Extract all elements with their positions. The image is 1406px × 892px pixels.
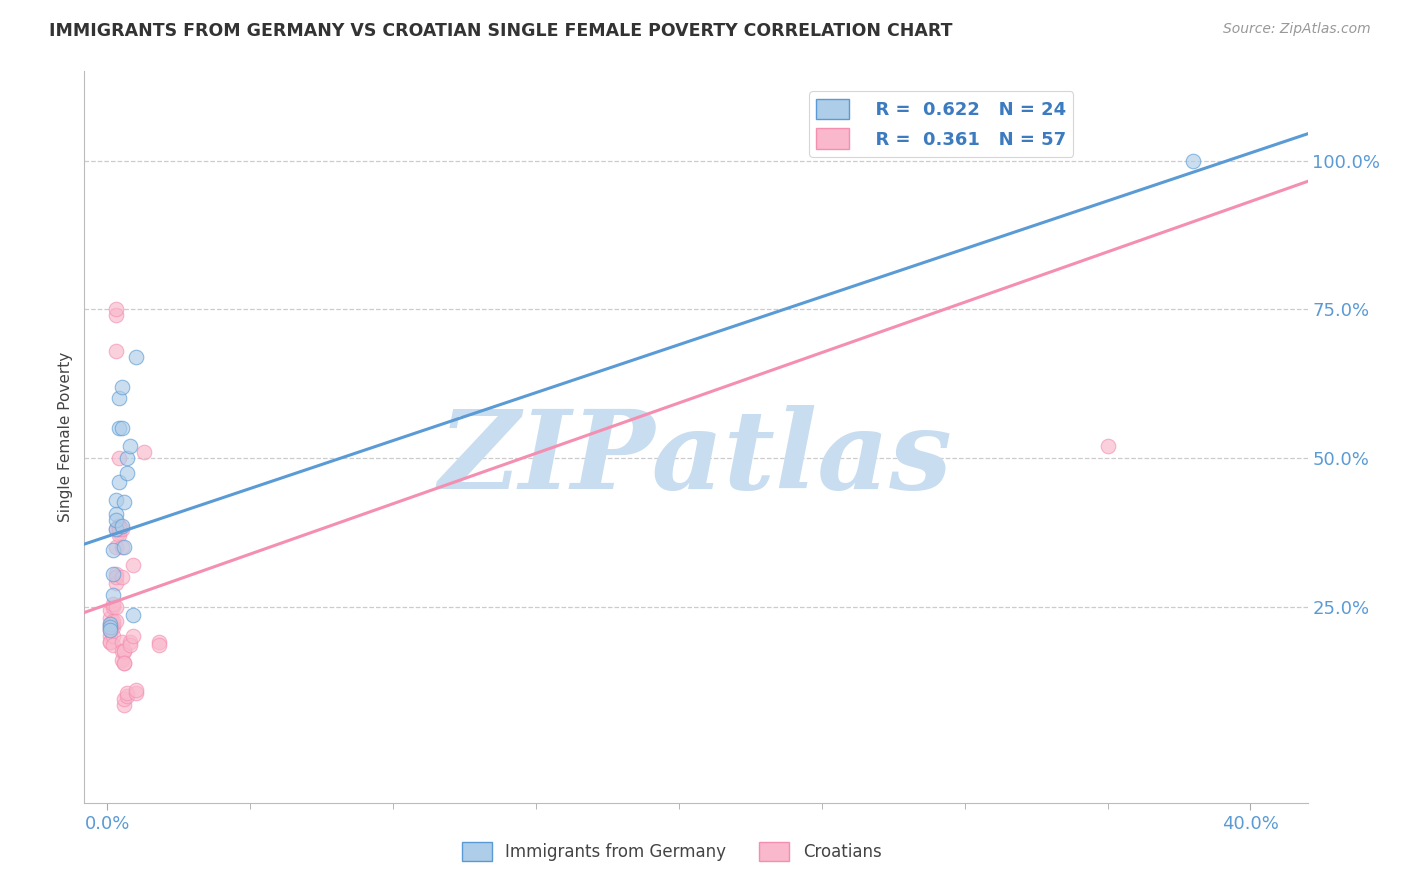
Point <box>1182 153 1205 168</box>
Point <box>104 615 127 629</box>
Point <box>112 644 135 658</box>
Point <box>101 599 124 614</box>
Point <box>110 653 132 667</box>
Point <box>104 513 127 527</box>
Point <box>112 644 135 658</box>
Point <box>115 466 138 480</box>
Point <box>104 308 127 322</box>
Point <box>125 682 148 697</box>
Point <box>101 629 124 643</box>
Point <box>110 421 132 435</box>
Point <box>107 528 129 542</box>
Point <box>101 638 124 652</box>
Point <box>104 540 127 554</box>
Y-axis label: Single Female Poverty: Single Female Poverty <box>58 352 73 522</box>
Point <box>107 475 129 489</box>
Point <box>101 615 124 629</box>
Point <box>115 686 138 700</box>
Point <box>101 597 124 611</box>
Point <box>107 525 129 540</box>
Point <box>104 302 127 317</box>
Point <box>104 522 127 536</box>
Point <box>98 602 121 616</box>
Point <box>148 638 170 652</box>
Point <box>112 656 135 670</box>
Point <box>112 540 135 554</box>
Point <box>1097 439 1119 453</box>
Point <box>104 566 127 581</box>
Point <box>115 450 138 465</box>
Point <box>104 522 127 536</box>
Point <box>107 519 129 533</box>
Point <box>98 635 121 649</box>
Point <box>110 522 132 536</box>
Point <box>112 691 135 706</box>
Point <box>122 608 145 623</box>
Point <box>107 522 129 536</box>
Point <box>125 350 148 364</box>
Point <box>101 617 124 632</box>
Point <box>98 620 121 634</box>
Point <box>110 540 132 554</box>
Point <box>104 492 127 507</box>
Point <box>98 629 121 643</box>
Point <box>98 620 121 634</box>
Point <box>122 629 145 643</box>
Point <box>107 519 129 533</box>
Point <box>101 566 124 581</box>
Point <box>104 343 127 358</box>
Point <box>98 624 121 638</box>
Point <box>107 421 129 435</box>
Point <box>98 624 121 638</box>
Point <box>110 570 132 584</box>
Point <box>107 519 129 533</box>
Text: Source: ZipAtlas.com: Source: ZipAtlas.com <box>1223 22 1371 37</box>
Point <box>104 575 127 590</box>
Point <box>110 519 132 533</box>
Point <box>120 635 142 649</box>
Point <box>112 656 135 670</box>
Point <box>104 508 127 522</box>
Point <box>98 611 121 625</box>
Point <box>115 689 138 703</box>
Point <box>120 638 142 652</box>
Point <box>110 635 132 649</box>
Point <box>107 522 129 536</box>
Point <box>101 588 124 602</box>
Point <box>104 570 127 584</box>
Point <box>148 635 170 649</box>
Point <box>125 686 148 700</box>
Point <box>104 599 127 614</box>
Point <box>101 620 124 634</box>
Point <box>98 635 121 649</box>
Point <box>112 495 135 509</box>
Point <box>101 543 124 558</box>
Point <box>107 450 129 465</box>
Point <box>98 617 121 632</box>
Point <box>107 392 129 406</box>
Point <box>120 439 142 453</box>
Legend: Immigrants from Germany, Croatians: Immigrants from Germany, Croatians <box>456 835 889 868</box>
Text: IMMIGRANTS FROM GERMANY VS CROATIAN SINGLE FEMALE POVERTY CORRELATION CHART: IMMIGRANTS FROM GERMANY VS CROATIAN SING… <box>49 22 953 40</box>
Point <box>110 379 132 393</box>
Point <box>134 445 156 459</box>
Point <box>110 644 132 658</box>
Point <box>98 617 121 632</box>
Point <box>122 558 145 572</box>
Text: ZIPatlas: ZIPatlas <box>439 405 953 513</box>
Point <box>112 698 135 712</box>
